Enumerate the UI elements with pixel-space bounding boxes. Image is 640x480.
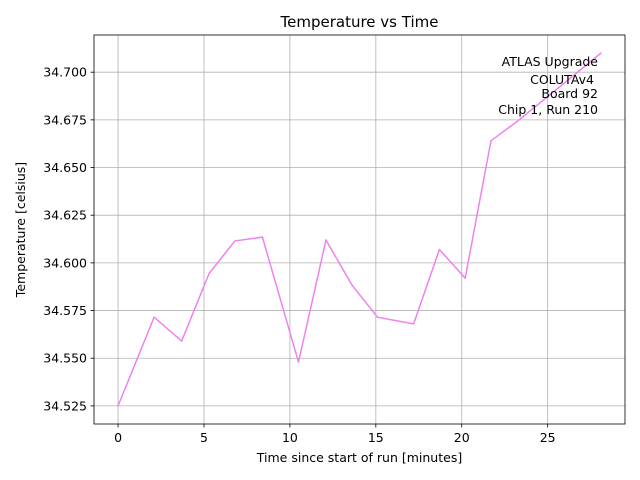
temperature-data-point bbox=[234, 240, 236, 242]
temperature-data-point bbox=[438, 248, 441, 251]
temperature-data-point bbox=[490, 140, 492, 142]
temperature-data-point bbox=[261, 236, 264, 238]
annotation-line: COLUTAv4 bbox=[530, 72, 594, 87]
y-tick-label: 34.525 bbox=[43, 398, 87, 413]
temperature-data-point bbox=[297, 361, 300, 363]
axes-frame bbox=[93, 34, 626, 425]
annotation-line: Board 92 bbox=[541, 86, 598, 101]
x-tick-label: 5 bbox=[200, 430, 208, 445]
y-tick-label: 34.700 bbox=[43, 65, 87, 80]
chart-title: Temperature vs Time bbox=[280, 13, 439, 31]
x-tick-label: 25 bbox=[540, 430, 556, 445]
x-tick-label: 10 bbox=[282, 430, 298, 445]
x-axis-label: Time since start of run [minutes] bbox=[256, 450, 462, 465]
annotation-line: ATLAS Upgrade bbox=[502, 54, 599, 69]
temperature-data-point bbox=[515, 121, 518, 123]
temperature-data-point bbox=[600, 52, 602, 54]
temperature-series-line bbox=[117, 52, 602, 407]
temperature-data-point bbox=[376, 316, 379, 318]
y-tick-label: 34.650 bbox=[43, 160, 87, 175]
temperature-data-point bbox=[325, 239, 327, 241]
x-tick-label: 20 bbox=[454, 430, 470, 445]
temperature-data-point bbox=[351, 284, 353, 286]
grid bbox=[94, 35, 625, 424]
y-tick-label: 34.575 bbox=[43, 303, 87, 318]
temperature-data-point bbox=[117, 405, 119, 407]
temperature-data-point bbox=[153, 316, 155, 318]
y-tick-label: 34.550 bbox=[43, 351, 87, 366]
y-axis-label: Temperature [celsius] bbox=[13, 162, 28, 298]
temperature-data-point bbox=[464, 277, 466, 279]
y-tick-label: 34.625 bbox=[43, 208, 87, 223]
temperature-data-point bbox=[567, 79, 570, 81]
x-tick-label: 0 bbox=[114, 430, 122, 445]
series-layer bbox=[117, 52, 602, 407]
annotation-line: Chip 1, Run 210 bbox=[498, 102, 598, 117]
y-tick-label: 34.675 bbox=[43, 112, 87, 127]
y-axis-ticks: 34.525 34.550 34.575 34.600 34.625 34.650 34.6… bbox=[43, 65, 94, 413]
x-tick-label: 15 bbox=[368, 430, 384, 445]
x-axis-ticks: 0 5 10 15 20 25 bbox=[114, 424, 556, 445]
temperature-data-point bbox=[412, 323, 415, 325]
temperature-data-point bbox=[208, 272, 210, 275]
temperature-data-point bbox=[180, 340, 183, 342]
temperature-data-point bbox=[541, 100, 544, 102]
y-tick-label: 34.600 bbox=[43, 255, 87, 270]
run-annotation: ATLAS Upgrade COLUTAv4 Board 92 Chip 1, … bbox=[498, 54, 598, 117]
